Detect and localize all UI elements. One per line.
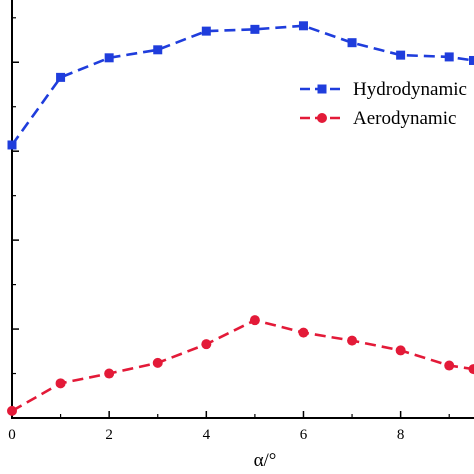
x-tick-label: 6: [300, 427, 308, 443]
data-point: [56, 72, 66, 82]
series-layer: [7, 21, 474, 416]
data-point: [249, 315, 260, 326]
series-line: [11, 318, 474, 413]
plot-frame: [11, 0, 474, 419]
data-point: [444, 52, 454, 62]
x-axis-title: α/°: [254, 450, 277, 471]
x-tick-label: 0: [8, 427, 16, 443]
legend-label: Hydrodynamic: [353, 79, 467, 100]
data-point: [201, 26, 211, 36]
data-point: [347, 38, 357, 48]
data-point: [395, 345, 406, 356]
data-point: [104, 368, 115, 379]
data-point: [298, 21, 308, 31]
data-point: [469, 55, 474, 65]
data-point: [153, 45, 163, 55]
y-axis-ticks: [12, 17, 19, 419]
data-point: [347, 335, 358, 346]
data-point: [444, 360, 455, 371]
x-tick-label: 8: [397, 427, 405, 443]
legend-item: Hydrodynamic: [300, 79, 467, 100]
data-point: [7, 140, 17, 150]
x-tick-label: 2: [105, 427, 113, 443]
legend-marker: [317, 113, 327, 123]
x-tick-label: 4: [203, 427, 211, 443]
data-point: [152, 357, 163, 368]
legend-label: Aerodynamic: [353, 108, 456, 129]
x-axis-ticks: 0 2 4 6 8: [8, 411, 450, 443]
data-point: [396, 50, 406, 60]
series-hydrodynamic: [7, 21, 474, 150]
data-point: [201, 339, 212, 350]
series-line: [10, 24, 474, 146]
data-point: [298, 327, 309, 338]
data-point: [250, 24, 260, 34]
plot-border: [11, 0, 474, 419]
data-point: [468, 364, 474, 375]
legend-marker: [317, 84, 327, 94]
data-point: [7, 405, 17, 416]
data-point: [104, 53, 114, 63]
data-point: [55, 378, 66, 389]
legend: Hydrodynamic Aerodynamic: [300, 79, 467, 129]
series-aerodynamic: [7, 315, 474, 416]
legend-item: Aerodynamic: [300, 108, 456, 129]
